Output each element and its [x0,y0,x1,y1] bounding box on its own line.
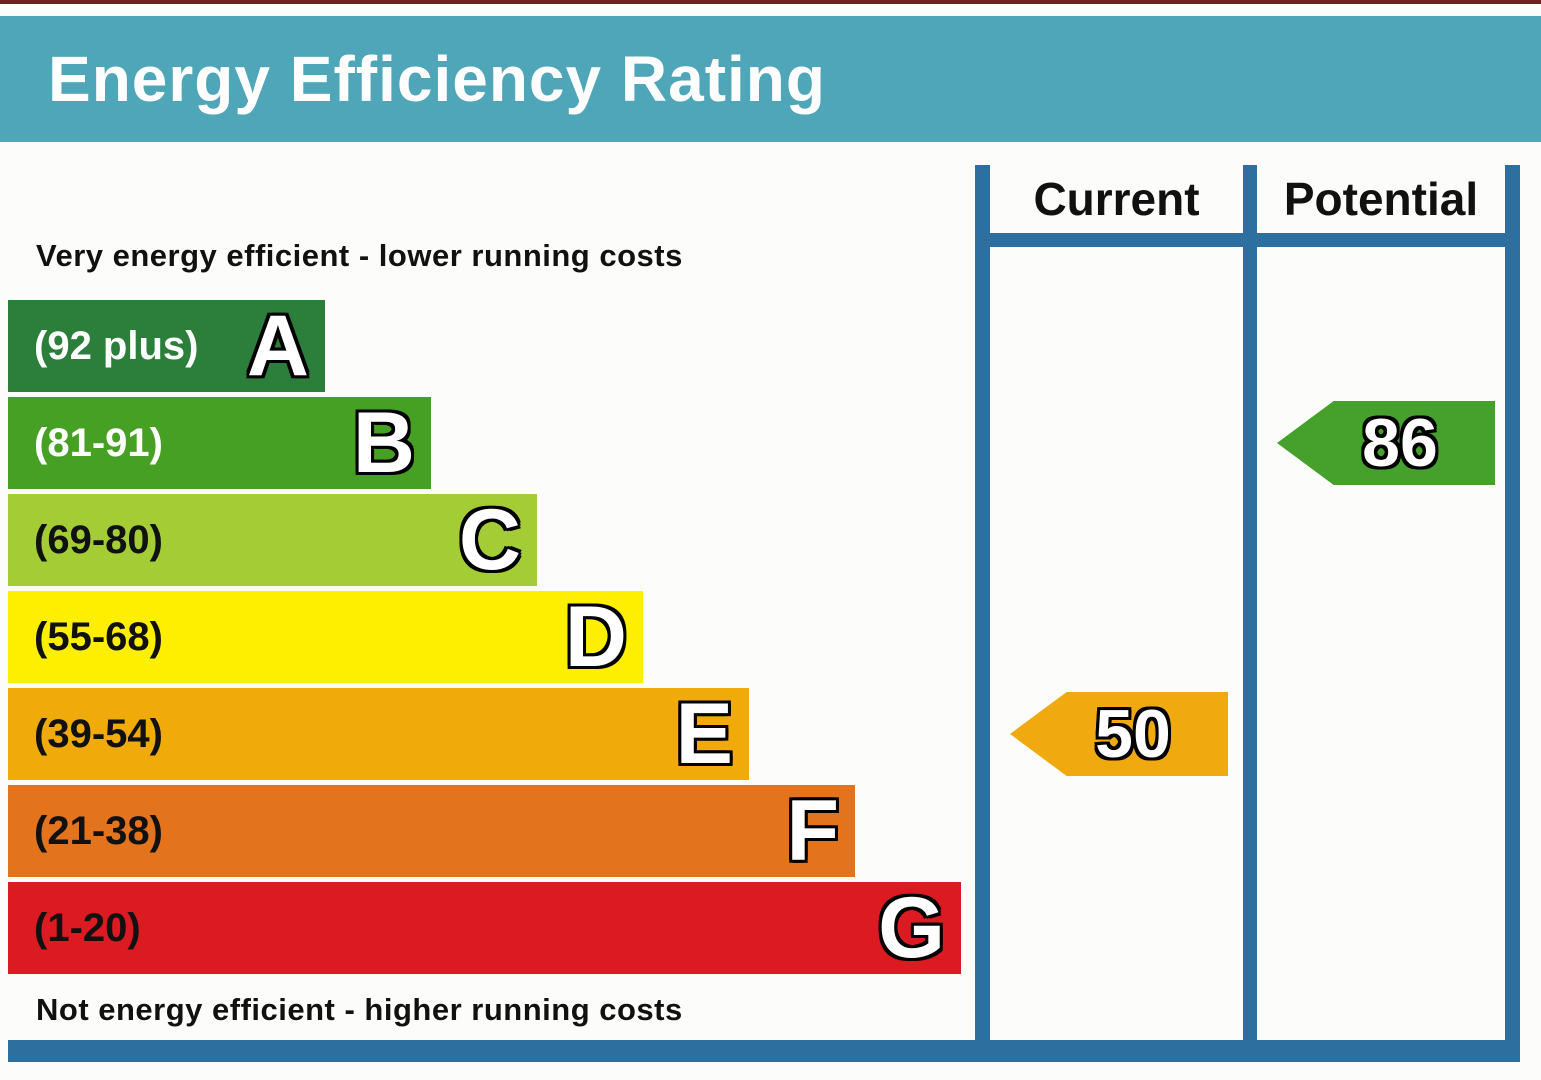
band-a: (92 plus) A [8,300,325,392]
band-d: (55-68) D [8,591,643,683]
band-range-label: (55-68) [34,614,163,659]
band-e: (39-54) E [8,688,749,780]
title-bar: Energy Efficiency Rating [0,16,1541,142]
band-range-label: (92 plus) [34,323,199,368]
potential-column-header: Potential [1283,173,1479,225]
band-letter: E [675,686,733,782]
page-title: Energy Efficiency Rating [48,43,826,115]
band-letter: C [458,492,521,588]
current-column-header: Current [1033,173,1200,225]
band-letter: B [352,395,415,491]
potential-rating-value: 86 [1362,405,1438,481]
top-border-line [0,0,1541,4]
band-range-label: (81-91) [34,420,163,465]
band-g: (1-20) G [8,882,961,974]
column-border-middle [1243,165,1257,1062]
band-c: (69-80) C [8,494,537,586]
band-letter: F [786,783,839,879]
current-rating-value: 50 [1095,696,1171,772]
band-range-label: (21-38) [34,808,163,853]
column-header-underline [975,233,1520,247]
band-letter: A [246,298,309,394]
column-border-left [975,165,990,1062]
column-border-right [1505,165,1520,1062]
bottom-note: Not energy efficient - higher running co… [36,992,683,1027]
band-range-label: (1-20) [34,905,141,950]
potential-rating-arrow: 86 [1277,401,1495,485]
band-letter: D [564,589,627,685]
band-b: (81-91) B [8,397,431,489]
band-range-label: (39-54) [34,711,163,756]
band-f: (21-38) F [8,785,855,877]
current-rating-arrow: 50 [1010,692,1228,776]
band-letter: G [878,880,945,976]
band-range-label: (69-80) [34,517,163,562]
bottom-border-bar [8,1040,1520,1062]
top-note: Very energy efficient - lower running co… [36,238,683,273]
